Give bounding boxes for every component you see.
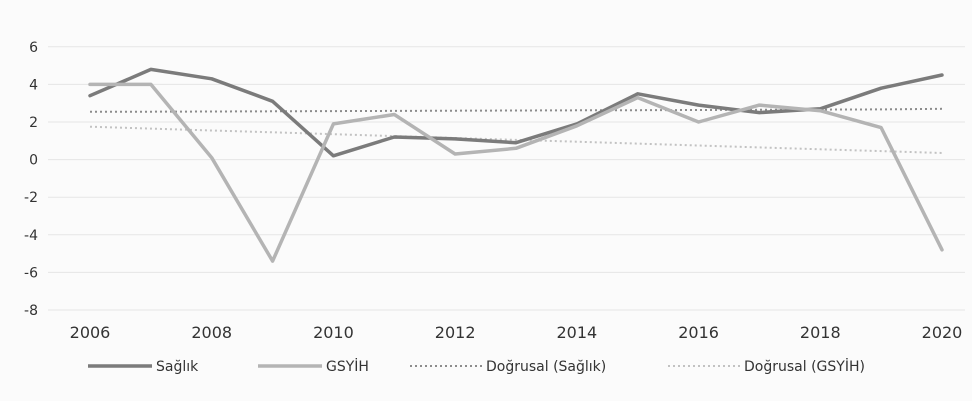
y-tick-label: 0 [29,153,38,169]
y-tick-label: -2 [24,190,38,206]
legend-label-3: Doğrusal (GSYİH) [744,357,865,375]
x-tick-label: 2010 [313,323,354,342]
series-line-1 [88,82,944,263]
y-tick-label: -4 [24,228,38,244]
x-tick-label: 2008 [191,323,232,342]
y-tick-label: -6 [24,265,38,281]
y-tick-label: -8 [24,303,38,319]
x-tick-label: 2020 [922,323,963,342]
trend-lines [89,107,943,154]
y-axis: 6 4 2 0 -2 -4 -6 -8 [24,40,38,319]
y-tick-label: 4 [29,77,38,93]
x-tick-label: 2018 [800,323,841,342]
legend-label-2: Doğrusal (Sağlık) [486,359,606,375]
x-tick-label: 2012 [435,323,476,342]
legend: Sağlık GSYİH Doğrusal (Sağlık) Doğrusal (GS… [88,357,865,375]
y-tick-label: 6 [29,40,38,56]
series-line-0 [88,67,944,158]
series-lines [88,67,944,263]
legend-label-1: GSYİH [326,357,369,375]
x-tick-label: 2014 [556,323,597,342]
grid [48,46,965,311]
x-tick-label: 2016 [678,323,719,342]
x-tick-label: 2006 [70,323,111,342]
y-tick-label: 2 [29,115,38,131]
series-line-3 [89,125,943,154]
legend-label-0: Sağlık [156,359,199,375]
x-axis: 2006 2008 2010 2012 2014 2016 2018 2020 [70,323,963,342]
